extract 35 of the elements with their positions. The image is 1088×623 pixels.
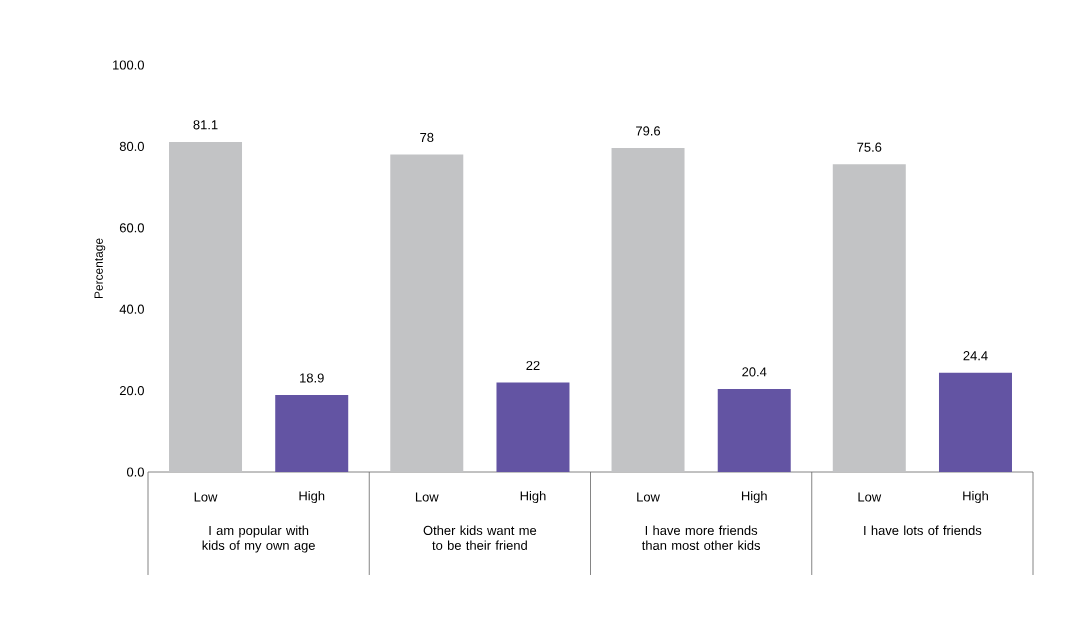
y-tick-label: 40.0 [119,304,144,314]
y-tick-label: 80.0 [119,141,144,151]
data-label: 81.1 [193,120,218,130]
bar [496,382,570,472]
y-tick-label: 0.0 [126,467,144,477]
y-tick-label: 20.0 [119,386,144,396]
y-tick-label: 100.0 [113,60,144,70]
x-tick-label: I have more friends than most other kids [641,525,761,550]
data-label: 79.6 [636,126,661,136]
y-tick-label: 60.0 [119,223,144,233]
text: High [520,490,546,504]
text: High [963,490,988,504]
series-label: High [299,490,325,504]
text: Low [858,492,882,502]
bar [390,154,464,472]
series-label: Low [194,492,218,502]
data-label: 78 [420,132,434,143]
bar [169,141,243,472]
data-label: 24.4 [963,351,988,361]
bar [611,148,685,472]
bar [832,164,906,472]
x-tick-label: I am popular with kids of my own age [202,525,315,553]
text: Low [415,492,439,502]
x-tick-label: Other kids want me to be their friend [423,525,537,550]
text: Low [637,492,660,502]
bar [938,372,1012,472]
data-label: 75.6 [857,142,882,152]
data-label: 18.9 [300,373,324,383]
data-label: 20.4 [742,367,767,377]
y-axis-title: Percentage [94,238,106,299]
text: High [741,490,767,504]
x-tick-label: I have lots of friends [864,525,982,536]
bar [275,395,349,472]
bar [717,388,791,472]
data-label: 22 [526,360,540,370]
